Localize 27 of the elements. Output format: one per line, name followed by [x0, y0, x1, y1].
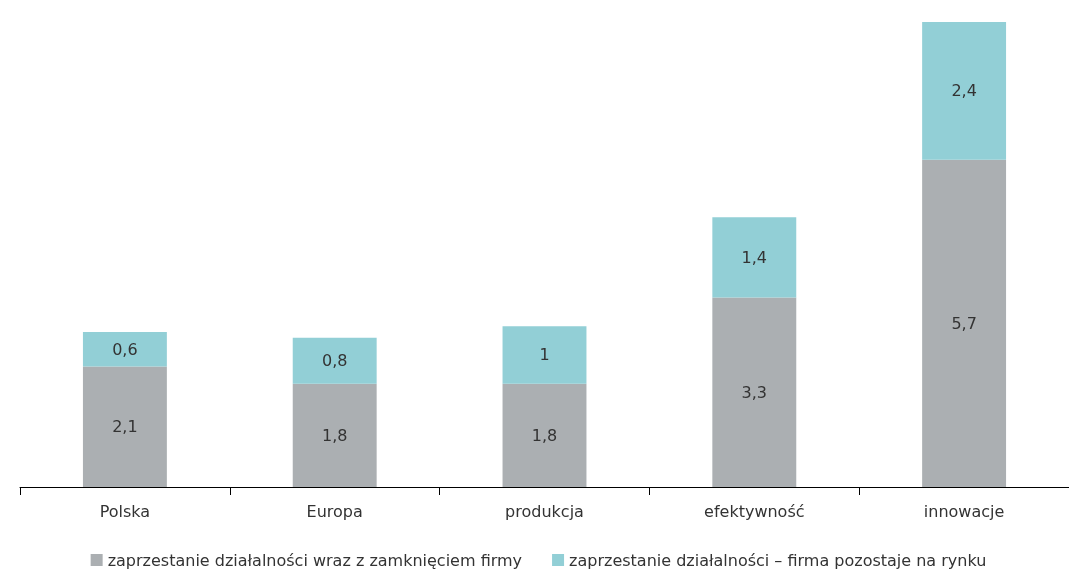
- bar: [922, 22, 1007, 160]
- data-label: 0,6: [112, 339, 138, 359]
- data-label: 2,4: [951, 81, 977, 101]
- bar: [712, 297, 797, 487]
- bar: [82, 332, 167, 367]
- bar: [292, 383, 377, 487]
- x-tick-label: efektywność: [704, 501, 805, 521]
- bar: [292, 337, 377, 384]
- x-tick-label: Europa: [306, 501, 363, 521]
- data-label: 0,8: [321, 351, 348, 371]
- x-tick-label: produkcja: [505, 501, 584, 521]
- legend-label: zaprzestanie działalności wraz z zamknięciem firmy: [107, 550, 523, 570]
- data-label: 3,3: [741, 382, 768, 402]
- bar: [502, 326, 587, 384]
- bar: [502, 383, 587, 487]
- bar: [82, 366, 167, 487]
- legend-label: zaprzestanie działalności – firma pozostaje na rynku: [569, 550, 987, 570]
- data-label: 1,4: [741, 247, 768, 267]
- data-label: 5,7: [951, 313, 977, 333]
- data-label: 1: [539, 345, 550, 365]
- data-label: 1,8: [531, 425, 558, 445]
- data-label: 2,1: [112, 417, 138, 437]
- bar: [922, 159, 1007, 487]
- x-tick-label: Polska: [99, 501, 151, 521]
- x-tick-label: innowacje: [923, 501, 1005, 521]
- data-label: 1,8: [321, 425, 348, 445]
- bar: [712, 217, 797, 298]
